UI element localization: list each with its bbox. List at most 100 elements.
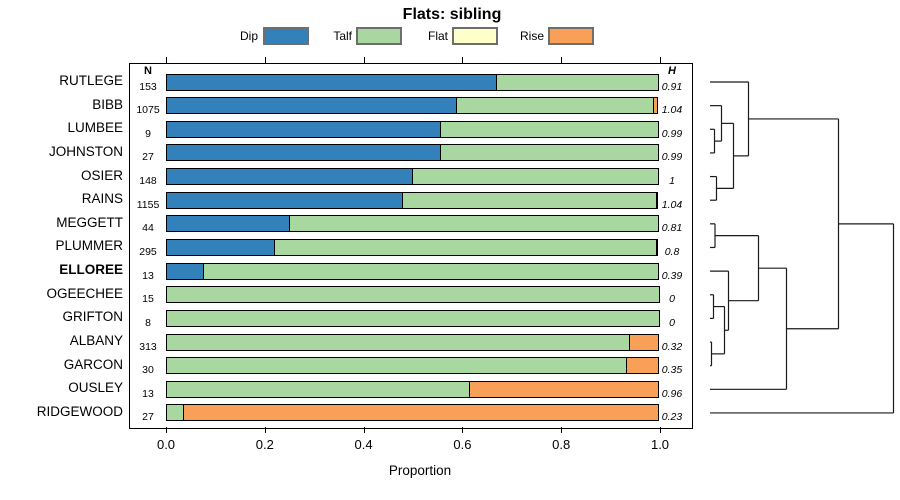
axis-tick-label: 0.6 [453,437,472,452]
legend-swatch-flat [452,27,498,45]
n-column-header: N [144,65,152,77]
axis-tick-label: 0.2 [255,437,274,452]
h-value: 0.23 [661,411,683,424]
category-label: JOHNSTON [48,143,123,159]
axis-tick-label: 0.4 [354,437,373,452]
bar [166,215,660,233]
axis-tick-top [462,57,464,63]
n-value: 13 [142,387,154,400]
bar [166,97,660,115]
axis-tick-bottom [660,427,661,433]
category-label: OSIER [80,167,123,183]
bar-segment-rise [629,333,659,351]
category-label: ELLOREE [59,262,123,278]
category-label: ALBANY [69,333,123,349]
bar [166,144,660,162]
legend-swatch-dip [263,27,309,45]
legend-label-talf: Talf [333,29,352,43]
n-value: 295 [139,245,157,258]
axis-tick-bottom [264,427,266,433]
axis-tick-bottom [363,427,365,433]
n-value: 27 [142,411,154,424]
h-value: 0.81 [661,222,683,235]
n-value: 8 [145,316,151,329]
category-label: BIBB [92,96,123,112]
n-value: 1155 [136,198,160,211]
bar-segment-talf [288,215,659,233]
axis-tick-top [166,57,167,63]
category-label: GARCON [63,356,123,372]
bar-segment-rise [625,357,659,375]
bar [166,120,660,138]
axis-tick-top [660,57,661,63]
h-value: 0.99 [661,151,683,164]
bar [166,380,660,398]
legend-swatch-talf [356,27,402,45]
n-value: 1075 [136,104,160,117]
bar-segment-talf [166,309,660,327]
bar [166,73,660,91]
bar [166,286,660,304]
category-label: GRIFTON [62,309,124,325]
legend-label-flat: Flat [427,29,448,43]
h-value: 0 [669,316,675,329]
n-value: 44 [142,222,154,235]
n-value: 30 [142,364,154,377]
category-label: LUMBEE [67,120,123,136]
n-value: 153 [139,80,157,93]
h-value: 0.91 [661,80,683,93]
bar [166,238,660,256]
category-label: PLUMMER [55,238,123,254]
category-label: MEGGETT [56,214,123,230]
n-value: 148 [139,175,157,188]
legend-label-rise: Rise [519,29,544,43]
bar-segment-rise [468,380,659,398]
n-value: 13 [142,269,154,282]
n-value: 313 [139,340,157,353]
bar-segment-talf [439,144,659,162]
axis-tick-label: 0.0 [156,437,176,452]
h-value: 0.39 [661,269,683,282]
legend-label-dip: Dip [239,29,258,43]
bar [166,357,660,375]
legend-swatch-rise [548,27,594,45]
h-value: 0.32 [661,340,683,353]
bar [166,309,660,327]
h-value: 0.35 [661,364,683,377]
n-value: 9 [145,127,151,140]
chart-title: Flats: sibling [402,6,502,23]
bar-segment-rise [653,97,658,115]
bar [166,191,660,209]
category-label: OUSLEY [68,380,123,396]
bar-segment-talf [412,168,659,186]
n-value: 15 [142,293,154,306]
category-label: RIDGEWOOD [36,403,123,419]
h-value: 0.96 [661,387,683,400]
bar-segment-rise [183,404,659,422]
category-label: OGEECHEE [46,285,123,301]
x-axis-label: Proportion [388,463,452,478]
axis-tick-top [264,57,266,63]
h-value: 1.04 [661,198,683,211]
bar-segment-rise [655,191,658,209]
category-label: RUTLEGE [59,73,123,88]
axis-tick-bottom [462,427,464,433]
h-value: 0.99 [661,127,683,140]
axis-tick-bottom [166,427,167,433]
bar [166,168,660,186]
bar-segment-talf [203,262,659,280]
h-value: 1 [669,175,675,188]
axis-tick-top [561,57,563,63]
h-value: 0 [669,293,675,306]
bar-segment-talf [439,120,659,138]
bar-segment-rise [655,238,658,256]
bar-segment-talf [495,73,659,91]
h-column-header: H [668,65,676,77]
bar [166,262,660,280]
axis-tick-label: 1.0 [650,437,670,452]
n-value: 27 [142,151,154,164]
bar [166,404,660,422]
h-value: 0.8 [664,245,680,258]
bar-segment-talf [166,286,660,304]
